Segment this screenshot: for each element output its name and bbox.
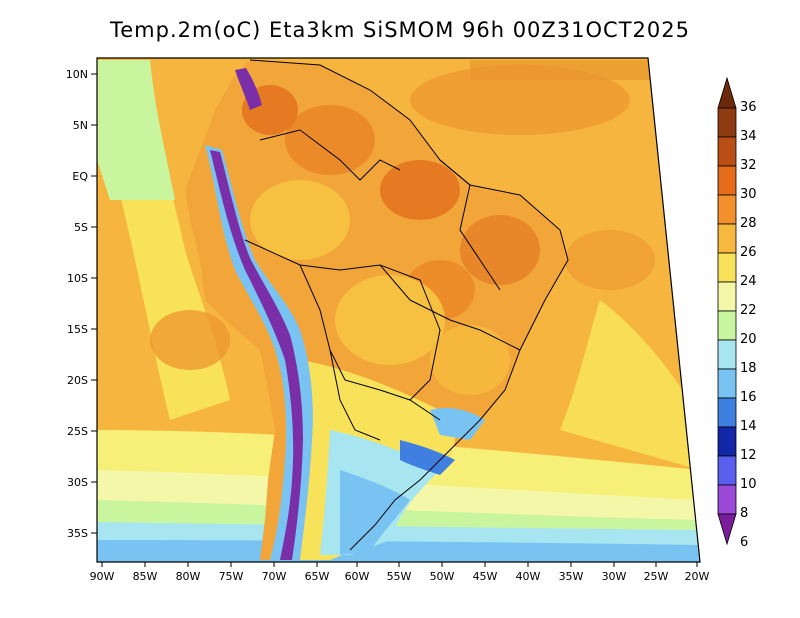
lat-tick-label: 10N bbox=[66, 68, 88, 81]
colorbar-swatch bbox=[717, 252, 737, 283]
lat-tick-label: 25S bbox=[67, 425, 88, 438]
colorbar-swatch bbox=[717, 194, 737, 225]
lon-tick-label: 70W bbox=[262, 570, 287, 583]
lon-tick-label: 30W bbox=[602, 570, 627, 583]
colorbar-label: 14 bbox=[740, 419, 757, 434]
colorbar-swatch bbox=[717, 455, 737, 486]
colorbar-label: 10 bbox=[740, 477, 757, 492]
lon-tick-label: 35W bbox=[559, 570, 584, 583]
temperature-field bbox=[97, 58, 700, 562]
lon-tick-label: 40W bbox=[516, 570, 541, 583]
country-borders bbox=[244, 59, 569, 551]
lat-tick-label: 5S bbox=[74, 221, 88, 234]
lon-tick-label: 85W bbox=[133, 570, 158, 583]
lon-tick-label: 80W bbox=[176, 570, 201, 583]
lat-tick-label: 5N bbox=[73, 119, 88, 132]
lon-tick-label: 90W bbox=[90, 570, 115, 583]
lat-tick-label: 20S bbox=[67, 374, 88, 387]
colorbar-swatch bbox=[717, 281, 737, 312]
colorbar-label: 22 bbox=[740, 303, 757, 318]
colorbar-swatch bbox=[717, 136, 737, 167]
colorbar-label: 20 bbox=[740, 332, 757, 347]
colorbar-swatch bbox=[717, 484, 737, 515]
colorbar-swatch bbox=[717, 368, 737, 399]
lat-tick-label: 30S bbox=[67, 476, 88, 489]
colorbar-swatch bbox=[717, 310, 737, 341]
colorbar-label: 34 bbox=[740, 129, 757, 144]
colorbar-label: 16 bbox=[740, 390, 757, 405]
colorbar-top-arrow bbox=[717, 76, 737, 109]
colorbar-label: 18 bbox=[740, 361, 757, 376]
lat-tick-label: EQ bbox=[72, 170, 88, 183]
lat-tick-label: 15S bbox=[67, 323, 88, 336]
colorbar-swatch bbox=[717, 223, 737, 254]
lon-tick-label: 25W bbox=[644, 570, 669, 583]
colorbar-label: 32 bbox=[740, 158, 757, 173]
lon-tick-label: 45W bbox=[473, 570, 498, 583]
lat-tick-label: 35S bbox=[67, 527, 88, 540]
colorbar-label: 30 bbox=[740, 187, 757, 202]
colorbar-label: 24 bbox=[740, 274, 757, 289]
colorbar-swatch bbox=[717, 426, 737, 457]
colorbar: 36 34 32 30 28 26 24 22 20 18 16 14 12 10 8 6 bbox=[717, 76, 757, 550]
lon-tick-label: 75W bbox=[219, 570, 244, 583]
lon-tick-label: 55W bbox=[387, 570, 412, 583]
lon-tick-label: 65W bbox=[305, 570, 330, 583]
map-title: Temp.2m(oC) Eta3km SiSMOM 96h 00Z31OCT20… bbox=[110, 18, 690, 42]
andes-cordillera bbox=[205, 145, 313, 560]
lat-tick-label: 10S bbox=[67, 272, 88, 285]
longitude-axis: 90W 85W 80W 75W 70W 65W 60W 55W 50W 45W … bbox=[90, 562, 710, 583]
lon-tick-label: 50W bbox=[430, 570, 455, 583]
colorbar-swatch bbox=[717, 165, 737, 196]
colorbar-label: 6 bbox=[740, 535, 748, 550]
colorbar-swatch bbox=[717, 107, 737, 138]
colorbar-swatch bbox=[717, 339, 737, 370]
map-frame bbox=[96, 57, 701, 563]
colorbar-label: 28 bbox=[740, 216, 757, 231]
colorbar-label: 12 bbox=[740, 448, 757, 463]
latitude-axis: 10N 5N EQ 5S 10S 15S 20S 25S 30S 35S bbox=[66, 68, 97, 540]
colorbar-label: 36 bbox=[740, 100, 757, 115]
colorbar-bottom-arrow bbox=[717, 513, 737, 546]
colorbar-label: 26 bbox=[740, 245, 757, 260]
colorbar-label: 8 bbox=[740, 506, 748, 521]
colorbar-swatch bbox=[717, 397, 737, 428]
lon-tick-label: 60W bbox=[345, 570, 370, 583]
lon-tick-label: 20W bbox=[685, 570, 710, 583]
